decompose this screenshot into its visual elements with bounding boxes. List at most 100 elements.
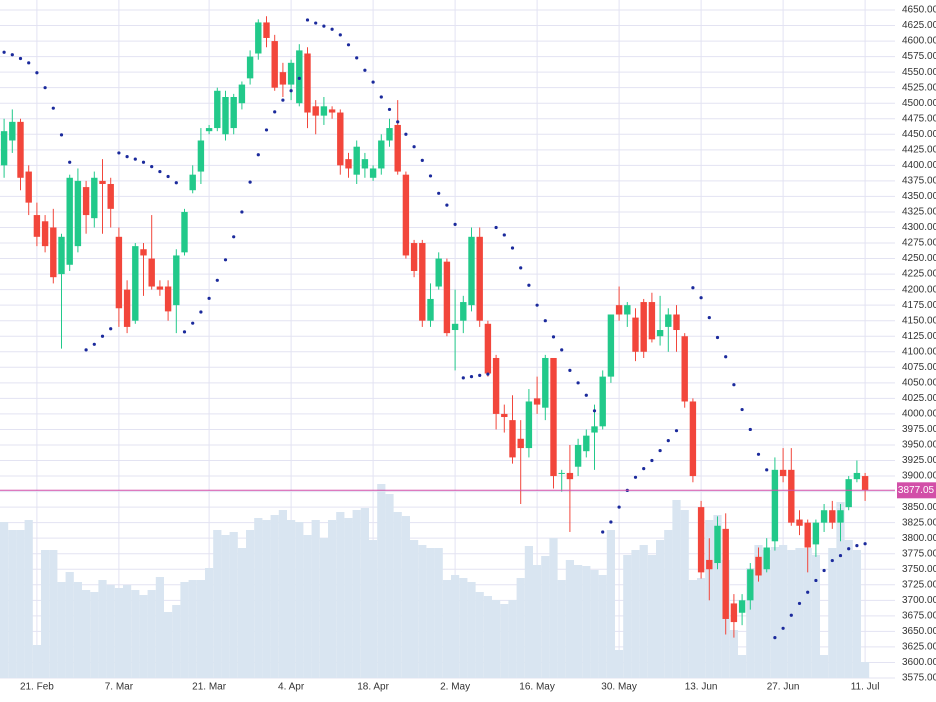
- volume-bar: [106, 585, 115, 678]
- sar-dot: [346, 43, 351, 47]
- volume-bar: [237, 548, 246, 678]
- sar-dot: [51, 106, 55, 110]
- volume-bar: [49, 550, 58, 678]
- volume-bar: [172, 605, 181, 678]
- volume-bar: [762, 550, 771, 678]
- sar-dot: [371, 80, 375, 84]
- candle-body: [837, 510, 844, 523]
- volume-bar: [688, 580, 697, 678]
- sar-dot: [207, 296, 211, 300]
- candle-body: [337, 112, 344, 166]
- candle-body: [681, 336, 688, 402]
- sar-dot: [109, 327, 113, 331]
- candle-body: [345, 159, 352, 169]
- sar-dot: [592, 409, 597, 413]
- sar-dot: [166, 174, 170, 179]
- sar-dot: [305, 18, 310, 22]
- candle-body: [484, 323, 492, 374]
- volume-bar: [697, 578, 706, 678]
- volume-bar: [844, 540, 853, 678]
- candle-body: [591, 426, 598, 433]
- sar-dot: [617, 505, 621, 509]
- x-tick-label: 18. Apr: [357, 682, 389, 693]
- sar-dot: [519, 266, 523, 270]
- candle-body: [205, 128, 213, 132]
- volume-bar: [24, 520, 33, 678]
- volume-bar: [508, 600, 517, 678]
- y-tick-label: 3650.00: [902, 626, 936, 637]
- y-tick-label: 4600.00: [902, 36, 936, 47]
- candle-body: [394, 124, 401, 172]
- volume-bar: [393, 512, 402, 678]
- y-tick-label: 4475.00: [902, 113, 936, 124]
- y-tick-label: 4400.00: [902, 160, 936, 171]
- sar-dot: [199, 310, 203, 314]
- candle-body: [287, 62, 295, 85]
- sar-dot: [396, 120, 400, 124]
- volume-bar: [344, 518, 353, 678]
- volume-bar: [565, 560, 574, 678]
- volume-bar: [336, 512, 345, 678]
- candle-body: [230, 96, 237, 129]
- sar-dot: [412, 145, 416, 149]
- candle-body: [640, 302, 647, 352]
- volume-bar: [352, 510, 361, 678]
- sar-dot: [699, 296, 703, 300]
- sar-dot: [568, 368, 572, 373]
- sar-dot: [576, 381, 580, 385]
- candle-body: [673, 314, 680, 331]
- candle-body: [501, 413, 508, 418]
- candle-body: [779, 469, 787, 477]
- y-tick-label: 4125.00: [902, 331, 936, 342]
- sar-dot: [264, 128, 269, 132]
- sar-dot: [543, 319, 547, 323]
- sar-dot: [240, 210, 244, 214]
- volume-bar: [246, 530, 255, 678]
- volume-bar: [401, 516, 410, 678]
- volume-bar: [459, 578, 468, 678]
- y-tick-label: 3600.00: [902, 657, 936, 668]
- candle-body: [845, 479, 852, 508]
- volume-bar: [598, 575, 607, 678]
- sar-dot: [822, 568, 826, 573]
- volume-bar: [656, 540, 665, 678]
- volume-bar: [131, 590, 140, 678]
- candle-body: [853, 472, 861, 480]
- sar-dot: [691, 286, 695, 290]
- volume-bar: [319, 538, 328, 678]
- sar-dot: [461, 376, 465, 380]
- volume-bar: [196, 580, 205, 678]
- volume-bar: [164, 612, 173, 678]
- volume-bar: [549, 538, 558, 678]
- candle-body: [328, 109, 336, 113]
- sar-dot: [297, 76, 301, 80]
- sar-dot: [363, 68, 367, 72]
- candle-body: [796, 519, 803, 526]
- volume-bar: [221, 535, 230, 678]
- candle-body: [222, 96, 229, 135]
- y-tick-label: 4050.00: [902, 377, 936, 388]
- y-tick-label: 3950.00: [902, 440, 936, 451]
- candle-body: [648, 302, 656, 340]
- sar-dot: [666, 439, 670, 443]
- volume-bar: [680, 510, 689, 678]
- sar-dot: [133, 157, 137, 161]
- candle-body: [468, 236, 475, 306]
- candle-body: [525, 401, 533, 449]
- y-tick-label: 3800.00: [902, 533, 936, 544]
- candle-body: [624, 305, 631, 315]
- candle-body: [164, 286, 172, 312]
- y-tick-label: 3975.00: [902, 424, 936, 435]
- candle-body: [353, 146, 360, 175]
- volume-bar: [180, 582, 189, 678]
- candle-body: [427, 298, 434, 321]
- volume-bar: [155, 577, 164, 678]
- volume-bar: [713, 515, 722, 678]
- sar-dot: [404, 132, 408, 136]
- sar-dot: [117, 151, 121, 155]
- candle-body: [689, 401, 697, 477]
- candle-body: [132, 246, 139, 321]
- sar-dot: [314, 21, 318, 25]
- y-tick-label: 4075.00: [902, 362, 936, 373]
- sar-dot: [437, 191, 441, 195]
